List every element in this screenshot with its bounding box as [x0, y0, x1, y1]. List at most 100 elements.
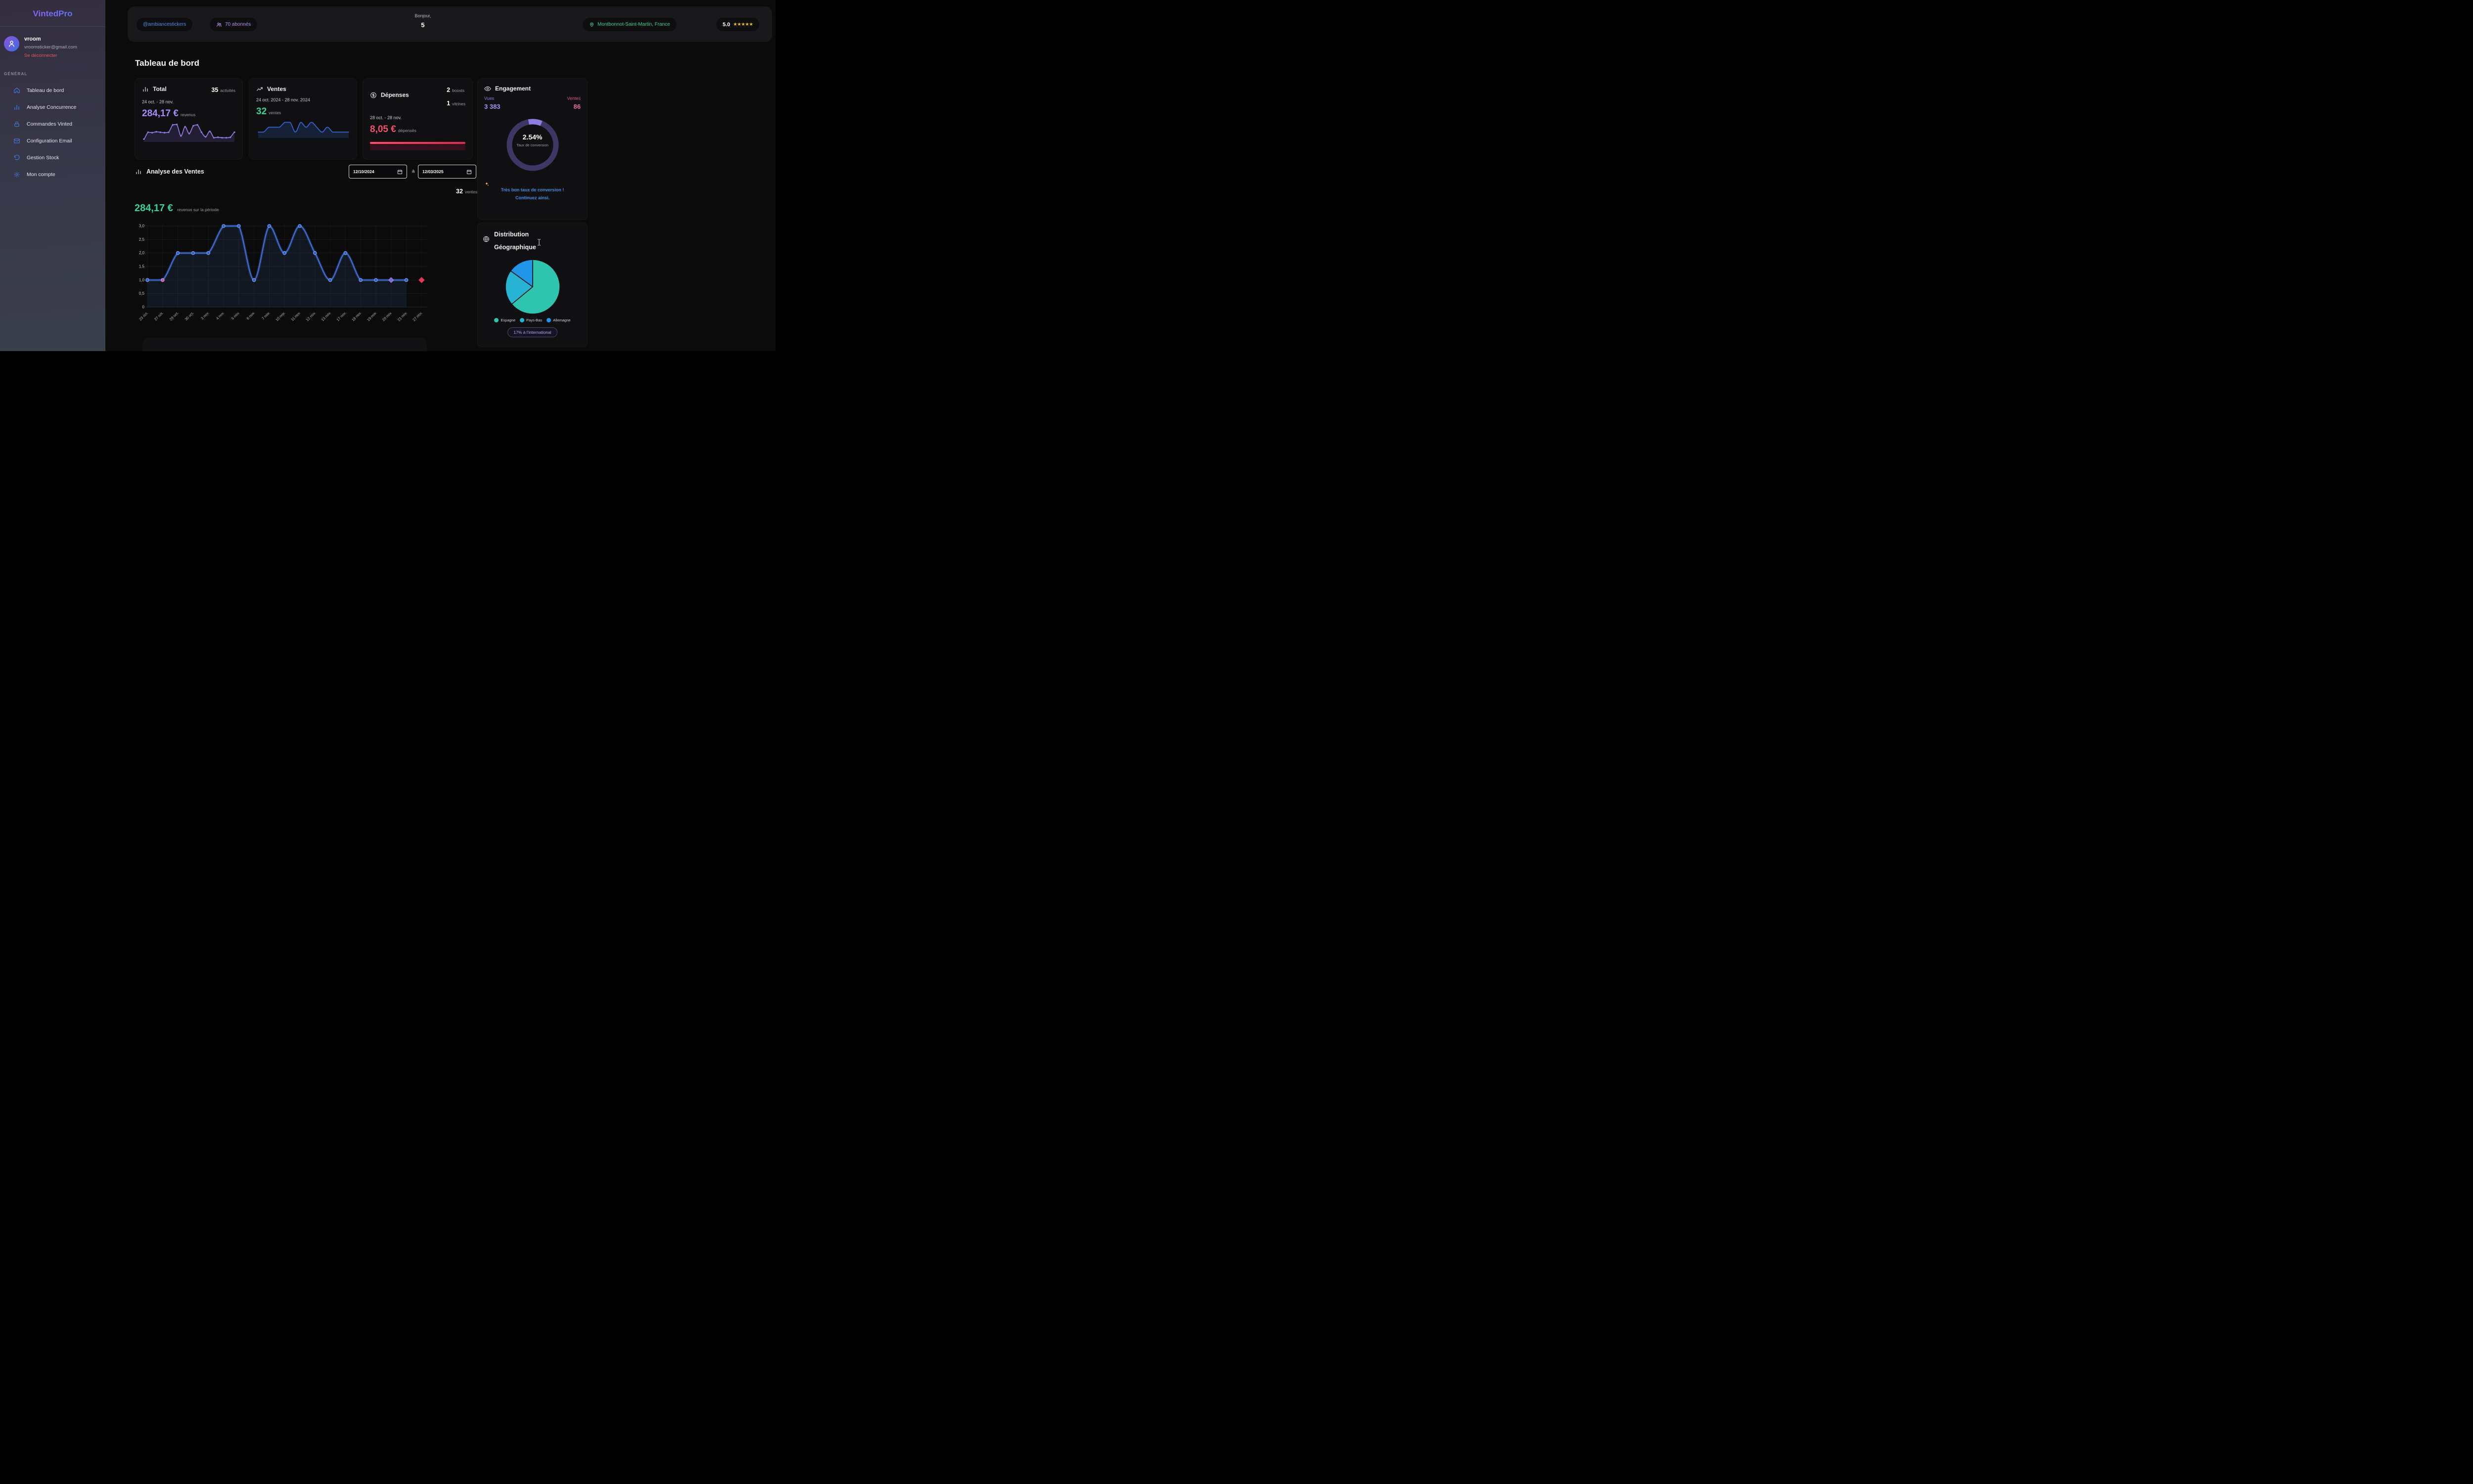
avatar [4, 36, 19, 51]
calendar-icon [397, 169, 403, 175]
engagement-note: Très bon taux de conversion ! Continuez … [484, 181, 581, 202]
svg-text:13 nov.: 13 nov. [321, 311, 332, 322]
svg-text:27 nov.: 27 nov. [412, 311, 423, 322]
boosts-count: 2 [447, 87, 451, 93]
sidebar-item-label: Tableau de bord [27, 88, 64, 93]
bar-chart-icon [13, 104, 20, 111]
sales-amount: 284,17 € revenus sur la période [135, 203, 219, 214]
sidebar-item-label: Commandes Vinted [27, 121, 73, 127]
vitrines-count: 1 [447, 100, 451, 107]
sales-count: 32 ventes [435, 187, 477, 196]
note-line2: Continuez ainsi. [515, 195, 550, 200]
total-count: 35 [211, 87, 219, 93]
user-email: vroomsticker@gmail.com [24, 45, 77, 50]
shop-handle-pill[interactable]: @ambiancestickers [137, 18, 193, 31]
sales-section-header: Analyse des Ventes [135, 168, 204, 175]
geo-pie-chart [504, 259, 560, 315]
svg-text:30 oct.: 30 oct. [184, 311, 195, 321]
svg-text:11 nov.: 11 nov. [290, 311, 301, 322]
note-line1: Très bon taux de conversion ! [501, 187, 564, 192]
sales-section-title: Analyse des Ventes [146, 168, 204, 175]
card-title: Ventes [267, 86, 286, 92]
rotate-icon [13, 154, 20, 161]
greeting-value: 5 [421, 21, 425, 29]
sales-amount-value: 284,17 € [135, 203, 173, 214]
followers-pill: 70 abonnés [210, 18, 258, 31]
bar-chart-icon [135, 168, 142, 175]
legend-dot-pays-bas [520, 318, 525, 322]
svg-text:10 nov.: 10 nov. [275, 311, 286, 322]
top-bar: @ambiancestickers 70 abonnés Bonjour, 5 … [128, 6, 772, 42]
sparkles-icon [484, 181, 581, 186]
date-separator: à [412, 169, 415, 174]
card-engagement: Engagement Vues 3 383 Ventes 86 2.54% Ta… [477, 78, 588, 220]
international-badge: 17% à l'international [507, 327, 557, 337]
card-total: Total 35 activités 24 oct. - 28 nov. 284,… [135, 78, 243, 160]
conversion-rate-label: Taux de conversion [516, 143, 549, 147]
sidebar-item-mon-compte[interactable]: Mon compte [0, 166, 105, 183]
dashboard-screen: VintedPro vroom vroomsticker@gmail.com S… [0, 0, 776, 351]
sidebar-item-tableau-de-bord[interactable]: Tableau de bord [0, 82, 105, 99]
total-amount-label: revenus [180, 112, 196, 117]
trending-up-icon [256, 86, 263, 92]
svg-text:4 nov.: 4 nov. [215, 311, 225, 320]
rating-value: 5.0 [723, 21, 731, 28]
geo-title-line1: Distribution [494, 231, 529, 238]
logout-link[interactable]: Se déconnecter [24, 53, 57, 58]
sidebar-section-label: GÉNÉRAL [4, 72, 28, 76]
people-icon [216, 22, 222, 28]
location-pill: Montbonnot-Saint-Martin, France [583, 18, 677, 31]
ventes-period: 24 oct. 2024 - 28 nov. 2024 [256, 97, 310, 102]
svg-text:1,5: 1,5 [139, 265, 145, 269]
depenses-bar-fill [370, 144, 465, 150]
sidebar-item-gestion-stock[interactable]: Gestion Stock [0, 149, 105, 166]
ventes-sparkline [258, 122, 349, 138]
mail-icon [13, 137, 20, 144]
ventes-count: 32 [256, 106, 267, 117]
geo-title: Distribution Géographique [494, 228, 536, 254]
card-ventes: Ventes 24 oct. 2024 - 28 nov. 2024 32 ven… [249, 78, 357, 160]
sidebar-item-commandes-vinted[interactable]: Commandes Vinted [0, 116, 105, 133]
total-period: 24 oct. - 28 nov. [142, 99, 174, 104]
card-title: Dépenses [381, 91, 409, 98]
svg-text:23 oct.: 23 oct. [138, 311, 149, 321]
date-to-input[interactable]: 12/03/2025 [418, 165, 476, 179]
geo-legend: Espagne Pays-Bas Allemagne [483, 318, 582, 322]
date-from-input[interactable]: 12/10/2024 [349, 165, 407, 179]
sidebar: VintedPro vroom vroomsticker@gmail.com S… [0, 0, 105, 351]
sidebar-item-configuration-email[interactable]: Configuration Email [0, 133, 105, 149]
card-geo-distribution: Distribution Géographique Espagne Pays-B… [477, 223, 588, 347]
gear-icon [13, 171, 20, 178]
lock-icon [13, 121, 20, 128]
conversion-donut: 2.54% Taux de conversion [502, 114, 563, 176]
rating-pill: 5.0 ★★★★★ [716, 18, 760, 31]
boosts-label: boosts [452, 88, 465, 93]
total-amount: 284,17 € [142, 108, 179, 119]
svg-text:12 nov.: 12 nov. [305, 311, 317, 322]
eye-icon [484, 85, 491, 92]
card-title: Engagement [495, 85, 531, 92]
conversion-rate: 2.54% [522, 133, 543, 141]
svg-text:27 oct.: 27 oct. [153, 311, 164, 321]
text-cursor-icon [537, 239, 541, 246]
dollar-circle-icon [370, 91, 377, 98]
user-profile: vroom vroomsticker@gmail.com Se déconnec… [0, 27, 105, 58]
sidebar-divider [0, 26, 105, 27]
depenses-bar [370, 142, 465, 144]
legend-label: Allemagne [553, 318, 571, 322]
rating-stars: ★★★★★ [733, 22, 753, 27]
svg-text:3,0: 3,0 [139, 224, 145, 228]
svg-text:17 nov.: 17 nov. [335, 311, 347, 322]
svg-text:6 nov.: 6 nov. [246, 311, 256, 320]
svg-text:5 nov.: 5 nov. [230, 311, 240, 320]
date-from-value: 12/10/2024 [353, 169, 374, 174]
depenses-amount-label: dépensés [398, 128, 416, 133]
sidebar-item-analyse-concurrence[interactable]: Analyse Concurrence [0, 99, 105, 116]
sidebar-item-label: Mon compte [27, 172, 55, 178]
svg-text:2,0: 2,0 [139, 251, 145, 255]
greeting-label: Bonjour, [414, 13, 431, 18]
ventes-count-label: ventes [269, 110, 281, 115]
svg-text:0,5: 0,5 [139, 291, 145, 296]
vues-count: 3 383 [484, 103, 501, 110]
geo-title-line2: Géographique [494, 244, 536, 251]
